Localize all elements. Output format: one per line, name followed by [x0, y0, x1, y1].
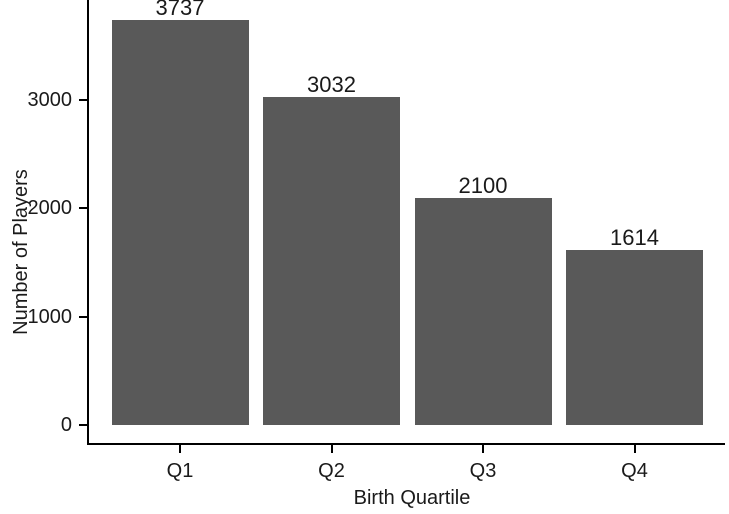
y-tick-label: 1000: [27, 305, 73, 328]
y-tick-mark: [79, 424, 88, 426]
bar-Q3: [414, 197, 552, 425]
bar-Q2: [263, 96, 400, 425]
bar-value-label: 3737: [155, 0, 205, 21]
x-tick-mark: [179, 445, 181, 453]
y-tick-mark: [79, 99, 88, 102]
x-tick-label: Q2: [318, 460, 345, 482]
bar-value-label: 1614: [610, 225, 659, 251]
y-tick-mark: [79, 207, 88, 210]
bar-Q1: [111, 20, 249, 425]
x-tick-label: Q4: [621, 460, 648, 482]
bar-value-label: 3032: [307, 71, 356, 97]
y-tick-label: 0: [60, 414, 72, 436]
bar-Q4: [566, 250, 703, 425]
x-tick-label: Q3: [469, 460, 497, 482]
bar-value-label: 2100: [458, 172, 508, 198]
x-tick-mark: [330, 445, 333, 453]
x-axis-line: [87, 443, 725, 445]
y-axis-line: [87, 0, 89, 445]
x-tick-label: Q1: [166, 460, 194, 482]
y-tick-label: 3000: [27, 89, 73, 112]
y-tick-mark: [79, 315, 88, 318]
y-tick-label: 2000: [27, 197, 73, 220]
x-tick-mark: [633, 445, 636, 453]
x-tick-mark: [482, 445, 484, 453]
x-axis-title: Birth Quartile: [353, 487, 471, 509]
